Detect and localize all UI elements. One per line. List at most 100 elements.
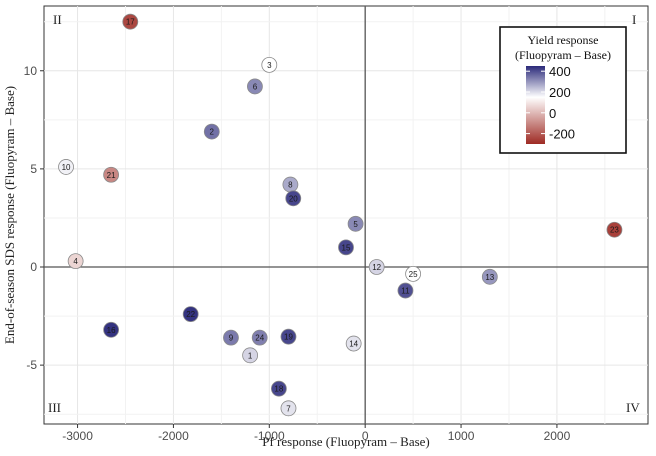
data-point: 4 (67, 253, 84, 270)
point-label: 17 (126, 18, 135, 27)
data-point: 11 (397, 282, 414, 299)
point-marker (67, 253, 84, 270)
data-point: 19 (280, 328, 297, 345)
data-point: 13 (481, 268, 498, 285)
point-marker (122, 13, 139, 30)
legend: Yield response (Fluopyram – Base) 400 200… (499, 26, 627, 154)
point-label: 13 (485, 273, 494, 282)
point-label: 24 (255, 334, 264, 343)
x-tick-label: -1000 (254, 429, 285, 443)
zero-lines (44, 6, 648, 424)
point-label: 22 (186, 310, 195, 319)
point-label: 15 (342, 243, 351, 252)
point-label: 8 (288, 181, 293, 190)
y-tick-label: 5 (30, 162, 37, 176)
point-marker (261, 56, 278, 73)
point-marker (247, 78, 263, 95)
quadrant-label-ii: II (53, 12, 62, 27)
point-label: 11 (401, 287, 410, 296)
data-point: 8 (282, 176, 299, 193)
point-label: 12 (372, 263, 381, 272)
point-marker (242, 347, 259, 364)
data-point: 10 (58, 159, 74, 175)
data-point: 7 (280, 400, 297, 417)
point-label: 3 (267, 61, 272, 70)
point-label: 7 (286, 404, 291, 413)
x-tick-label: 2000 (544, 429, 571, 443)
point-label: 25 (409, 270, 418, 279)
legend-title-line2: (Fluopyram – Base) (515, 48, 611, 62)
point-label: 2 (210, 128, 215, 137)
point-marker (58, 159, 74, 175)
y-axis-title: End-of-season SDS response (Fluopyram – … (2, 86, 17, 344)
point-marker (103, 166, 120, 183)
legend-tick-label: 200 (549, 85, 571, 100)
legend-color-bar (526, 66, 545, 144)
y-tick-label: 0 (30, 260, 37, 274)
point-label: 14 (349, 340, 358, 349)
legend-box (499, 26, 627, 154)
x-tick-label: 0 (362, 429, 369, 443)
y-tick-label: 10 (24, 64, 38, 78)
data-point: 24 (251, 329, 268, 346)
x-tick-label: -2000 (158, 429, 189, 443)
point-label: 4 (73, 257, 78, 266)
data-point: 22 (182, 306, 199, 323)
quadrant-label-i: I (632, 12, 636, 27)
point-label: 16 (107, 326, 116, 335)
data-point: 17 (122, 13, 139, 30)
x-tick-label: 1000 (448, 429, 475, 443)
point-label: 6 (253, 82, 258, 91)
point-marker (223, 329, 239, 346)
quadrant-label-iii: III (48, 400, 61, 415)
point-label: 21 (107, 171, 116, 180)
x-axis-title: Pf response (Fluopyram – Base) (262, 434, 430, 449)
point-label: 10 (62, 163, 71, 172)
point-marker (103, 321, 120, 338)
point-marker (397, 282, 414, 299)
point-marker (285, 190, 302, 207)
data-point: 14 (345, 335, 362, 352)
point-marker (203, 123, 220, 140)
y-tick-label: -5 (26, 358, 37, 372)
x-tick-label: -3000 (62, 429, 93, 443)
point-marker (606, 221, 623, 238)
point-marker (182, 306, 199, 323)
data-point: 23 (606, 221, 623, 238)
point-marker (280, 328, 297, 345)
point-marker (280, 400, 297, 417)
point-label: 5 (353, 220, 358, 229)
point-marker (481, 268, 498, 285)
data-points: 1234567891011121314161718192021222324251… (58, 13, 623, 417)
point-marker (347, 215, 364, 232)
legend-title-line1: Yield response (528, 33, 599, 47)
legend-tick-label: 0 (549, 106, 556, 121)
data-point: 25 (405, 265, 422, 282)
point-label: 23 (610, 226, 619, 235)
point-marker (251, 329, 268, 346)
point-marker (345, 335, 362, 352)
point-label: 20 (289, 194, 298, 203)
point-marker (270, 380, 287, 397)
data-point: 9 (223, 329, 239, 346)
data-point: 6 (247, 78, 263, 95)
quadrant-label-iv: IV (626, 400, 640, 415)
legend-tick-label: 400 (549, 64, 571, 79)
data-point: 12 (368, 259, 385, 275)
data-point: 5 (347, 215, 364, 232)
legend-ticks: 400 200 0 -200 (526, 64, 575, 142)
point-label: 19 (284, 333, 293, 342)
data-point: 16 (103, 321, 120, 338)
data-point: 15 (338, 239, 354, 256)
data-point: 2 (203, 123, 220, 140)
legend-tick-label: -200 (549, 127, 575, 142)
data-point: 3 (261, 56, 278, 73)
point-label: 9 (229, 334, 234, 343)
data-point: 21 (103, 166, 120, 183)
point-marker (405, 265, 422, 282)
data-point: 1 (242, 347, 259, 364)
point-label: 1 (248, 351, 253, 360)
data-point: 18 (270, 380, 287, 397)
